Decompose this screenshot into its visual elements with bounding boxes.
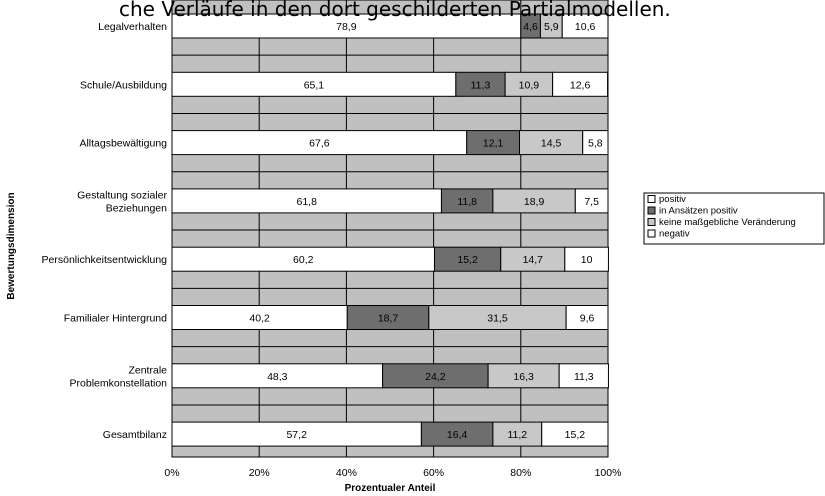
data-label: 18,9 [524, 196, 545, 208]
bar-segment [433, 246, 502, 272]
data-label: 7,5 [584, 196, 599, 208]
data-label: 12,1 [483, 138, 504, 150]
data-label: 9,6 [580, 313, 595, 325]
bar-segment [582, 130, 609, 156]
data-label: 16,3 [513, 371, 534, 383]
data-label: 14,7 [523, 254, 544, 266]
data-label: 18,7 [378, 313, 399, 325]
data-label: 11,8 [457, 196, 477, 208]
category-label: Alltagsbewältigung [79, 138, 167, 150]
data-label: 31,5 [487, 313, 508, 325]
bar-segment [574, 188, 609, 214]
data-label: 5,8 [588, 138, 603, 150]
data-label: 48,3 [267, 371, 288, 383]
data-label: 61,8 [297, 196, 318, 208]
bar-segment [171, 421, 422, 447]
x-tick-label: 100% [595, 467, 622, 479]
bar-segment [487, 363, 560, 389]
bar-segment [171, 305, 348, 330]
legend-label: positiv [659, 194, 686, 205]
bar-segment [564, 246, 609, 272]
y-axis-title: Bewertungsdimension [6, 192, 17, 299]
data-label: 14,5 [541, 138, 562, 150]
bar-segment [428, 305, 567, 330]
bar-segment [561, 13, 609, 39]
legend-swatch [647, 195, 656, 203]
data-label: 10,9 [519, 79, 540, 91]
x-tick-label: 20% [249, 467, 270, 479]
legend-label: in Ansätzen positiv [659, 206, 738, 217]
data-label: 5,9 [544, 21, 559, 33]
x-tick-label: 40% [336, 467, 357, 479]
legend-swatch [647, 206, 656, 215]
plot-area [171, 0, 609, 458]
data-label: 10 [581, 254, 593, 266]
data-label: 67,6 [309, 138, 330, 150]
data-label: 15,2 [457, 254, 478, 266]
bar-segment [171, 130, 468, 156]
legend-swatch [647, 218, 656, 226]
data-label: 4,6 [523, 21, 538, 33]
category-label: Gesamtbilanz [103, 429, 167, 441]
data-label: 11,2 [507, 429, 527, 441]
bar-segment [552, 71, 609, 97]
data-label: 60,2 [293, 254, 314, 266]
x-tick-label: 60% [423, 467, 444, 479]
category-label: Schule/Ausbildung [80, 79, 167, 91]
bar-segment [541, 421, 609, 447]
category-label: Legalverhalten [98, 21, 167, 33]
bar-segment [171, 188, 442, 214]
x-tick-label: 80% [510, 467, 531, 479]
legend-label: negativ [659, 229, 690, 240]
bar-segment [466, 130, 520, 156]
bar-segment [518, 130, 584, 156]
category-label: Zentrale Problemkonstellation [70, 364, 168, 389]
data-label: 11,3 [574, 371, 594, 383]
legend-label: keine maßgebliche Veränderung [659, 217, 796, 228]
data-label: 16,4 [447, 429, 468, 441]
legend-swatch [647, 229, 656, 238]
value-labels: 78,9 4,6 5,9 10,6 65,1 11,3 10,9 12,6 67,6 12,1 14… [249, 21, 602, 441]
data-label: 78,9 [336, 21, 357, 33]
x-tick-label: 0% [164, 467, 179, 479]
category-label: Gestaltung sozialer Beziehungen [77, 189, 167, 214]
data-label: 10,6 [575, 21, 596, 33]
bar-segment [171, 13, 522, 39]
legend-box [643, 192, 825, 245]
data-label: 40,2 [249, 313, 270, 325]
bar-segment [171, 246, 435, 272]
data-label: 11,3 [471, 79, 491, 91]
bar-segment [558, 363, 609, 389]
caption-text: che Verläufe in den dort geschilderten P… [119, 0, 671, 21]
bar-segment [171, 363, 384, 389]
category-label: Persönlichkeitsentwicklung [42, 254, 168, 266]
data-label: 57,2 [286, 429, 307, 441]
category-labels: Legalverhalten Schule/Ausbildung Alltagsbe… [42, 21, 168, 441]
bars [171, 13, 609, 447]
bar-segment [565, 305, 609, 330]
data-label: 65,1 [304, 79, 325, 91]
category-label: Familialer Hintergrund [64, 313, 167, 325]
data-label: 24,2 [425, 371, 446, 383]
x-tick-labels: 0% 20% 40% 60% 80% 100% [164, 467, 621, 479]
data-label: 12,6 [570, 79, 591, 91]
bar-segment [171, 71, 457, 97]
data-label: 15,2 [565, 429, 586, 441]
x-axis-title: Prozentualer Anteil [345, 483, 436, 494]
bar-segment [382, 363, 489, 389]
